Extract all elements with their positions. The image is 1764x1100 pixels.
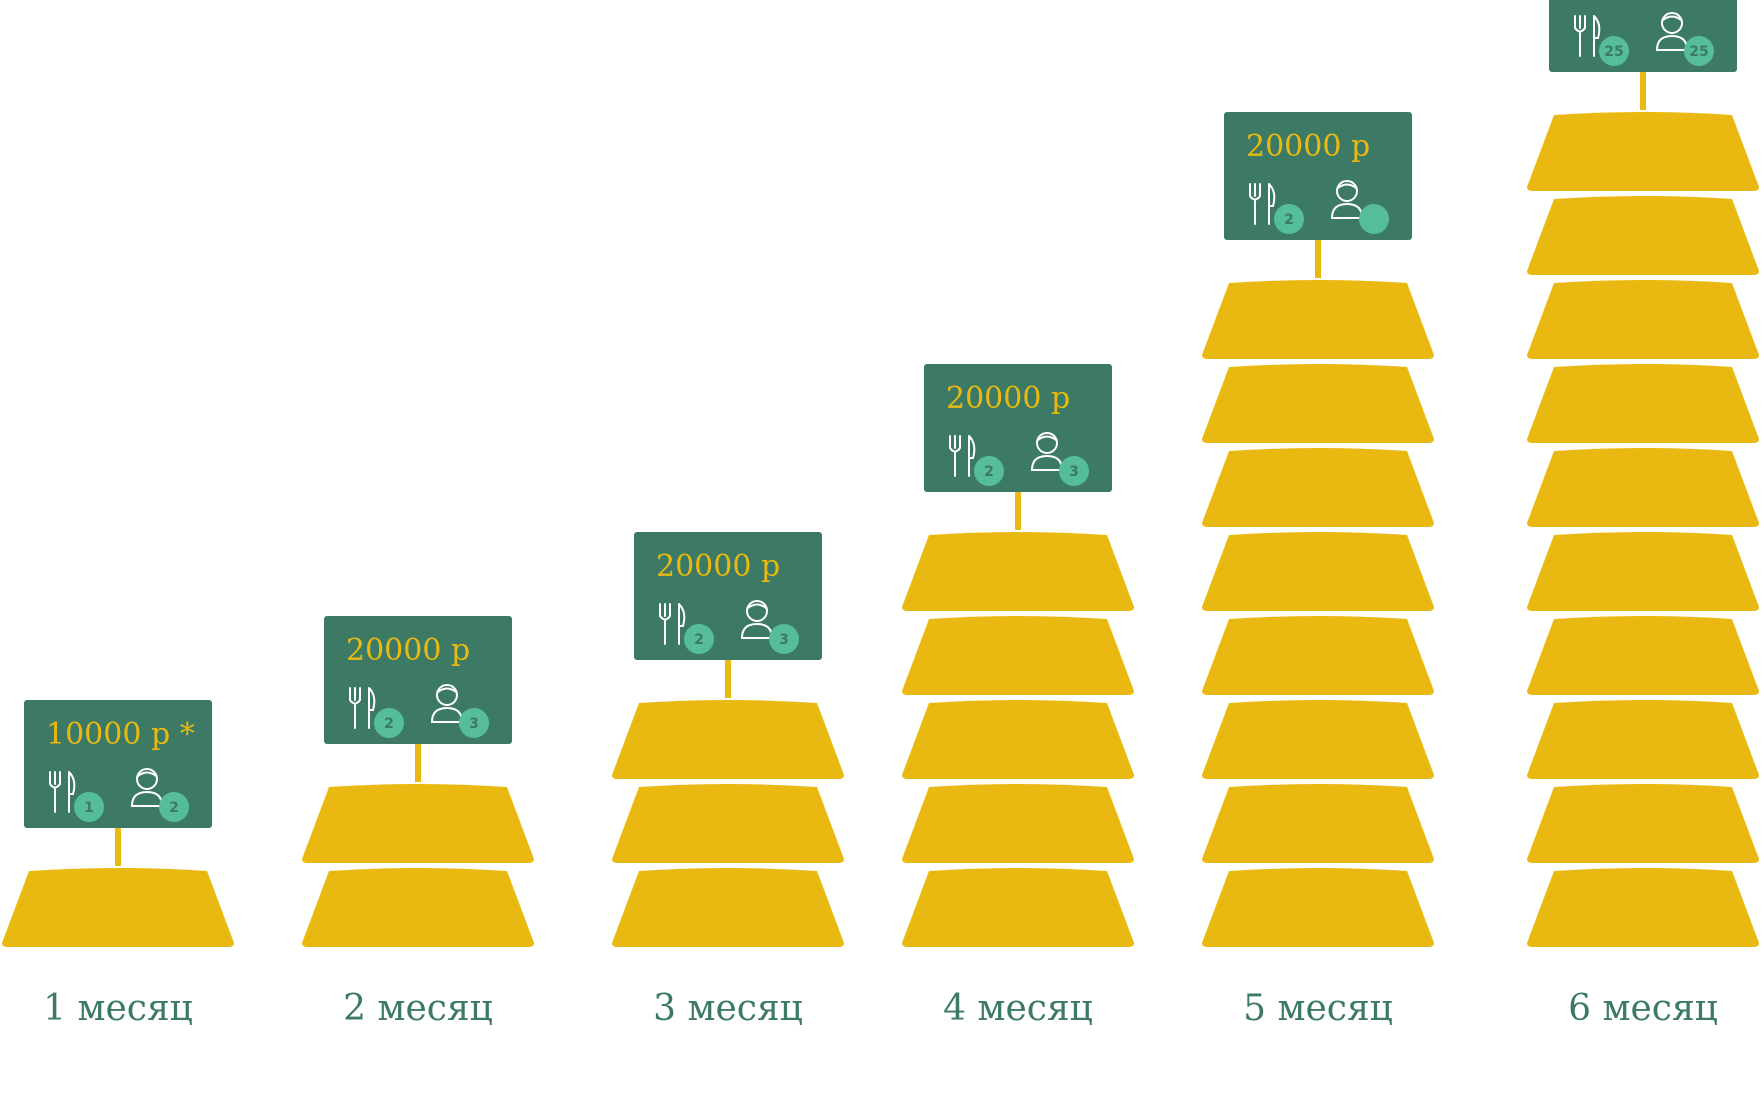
gold-bar: [1527, 616, 1759, 695]
gold-bar: [902, 616, 1134, 695]
svg-text:2: 2: [169, 800, 179, 816]
gold-bar: [1527, 448, 1759, 527]
gold-bar: [612, 868, 844, 947]
price-sign: 20000 р 2 3: [924, 364, 1112, 492]
fork-knife-icon: [49, 771, 76, 813]
cutlery-count-badge: 2: [1274, 204, 1304, 234]
gold-bar-stack: [1527, 112, 1759, 947]
fork-knife-icon: [349, 687, 376, 729]
svg-text:25: 25: [1604, 44, 1623, 60]
price-text: 20000 р: [1246, 129, 1370, 164]
gold-bar-stack: [902, 532, 1134, 947]
fork-knife-icon: [949, 435, 976, 477]
column-6: 25 25 6 месяц: [1527, 0, 1759, 1029]
gold-bar: [1527, 700, 1759, 779]
svg-text:2: 2: [984, 464, 994, 480]
svg-text:25: 25: [1689, 44, 1708, 60]
gold-bar: [1527, 868, 1759, 947]
price-sign: 20000 р 2: [1224, 112, 1412, 240]
person-count-badge: 3: [459, 708, 489, 738]
gold-bar: [1527, 532, 1759, 611]
svg-text:3: 3: [779, 632, 789, 648]
person-count-badge: 2: [159, 792, 189, 822]
month-label: 4 месяц: [943, 988, 1093, 1029]
gold-bar: [1527, 784, 1759, 863]
gold-bar-stack: [1202, 280, 1434, 947]
gold-bar: [302, 868, 534, 947]
gold-bar: [1527, 112, 1759, 191]
person-icon: [1330, 180, 1364, 219]
column-4: 20000 р 2 3 4 месяц: [902, 364, 1134, 1029]
price-sign: 25 25: [1549, 0, 1737, 72]
price-text: 20000 р: [346, 633, 470, 668]
person-count-badge: 3: [769, 624, 799, 654]
cutlery-count-badge: 1: [74, 792, 104, 822]
svg-text:2: 2: [694, 632, 704, 648]
column-5: 20000 р 2 5 месяц: [1202, 112, 1434, 1029]
price-text: 20000 р: [946, 381, 1070, 416]
gold-bar-stack: [302, 784, 534, 947]
month-label: 3 месяц: [653, 988, 803, 1029]
gold-bar: [2, 868, 234, 947]
cutlery-count-badge: 25: [1599, 36, 1629, 66]
price-sign: 20000 р 2 3: [634, 532, 822, 660]
cutlery-count-badge: 2: [974, 456, 1004, 486]
gold-bar-stack: [2, 868, 234, 947]
gold-bar: [1202, 616, 1434, 695]
gold-bar: [1202, 448, 1434, 527]
month-label: 5 месяц: [1243, 988, 1393, 1029]
svg-text:2: 2: [384, 716, 394, 732]
gold-bar: [1527, 280, 1759, 359]
month-label: 2 месяц: [343, 988, 493, 1029]
price-text: 20000 р: [656, 549, 780, 584]
month-label: 6 месяц: [1568, 988, 1718, 1029]
gold-bar: [1527, 196, 1759, 275]
person-count-badge: 25: [1684, 36, 1714, 66]
gold-bar: [1202, 868, 1434, 947]
cutlery-count-badge: 2: [374, 708, 404, 738]
price-text: 10000 р *: [46, 717, 195, 752]
gold-bar: [1202, 532, 1434, 611]
svg-text:3: 3: [1069, 464, 1079, 480]
gold-bar: [1202, 364, 1434, 443]
gold-bar: [1202, 784, 1434, 863]
cutlery-count-badge: 2: [684, 624, 714, 654]
fork-knife-icon: [1574, 15, 1601, 57]
svg-text:2: 2: [1284, 212, 1294, 228]
column-3: 20000 р 2 3 3 месяц: [612, 532, 844, 1029]
fork-knife-icon: [659, 603, 686, 645]
gold-bar: [612, 784, 844, 863]
gold-bar: [302, 784, 534, 863]
gold-bar-stack: [612, 700, 844, 947]
price-sign: 10000 р * 1 2: [24, 700, 212, 828]
svg-text:3: 3: [469, 716, 479, 732]
price-sign: 20000 р 2 3: [324, 616, 512, 744]
month-label: 1 месяц: [43, 988, 193, 1029]
column-2: 20000 р 2 3 2 месяц: [302, 616, 534, 1029]
gold-bar: [902, 784, 1134, 863]
gold-bar: [902, 868, 1134, 947]
gold-bar: [1202, 700, 1434, 779]
person-count-badge: [1359, 204, 1389, 234]
gold-bar: [1527, 364, 1759, 443]
gold-bar: [1202, 280, 1434, 359]
person-count-badge: 3: [1059, 456, 1089, 486]
gold-bar: [612, 700, 844, 779]
svg-text:1: 1: [84, 800, 94, 816]
fork-knife-icon: [1249, 183, 1276, 225]
gold-bar: [902, 700, 1134, 779]
column-1: 10000 р * 1 2 1 месяц: [2, 700, 234, 1029]
gold-bar: [902, 532, 1134, 611]
